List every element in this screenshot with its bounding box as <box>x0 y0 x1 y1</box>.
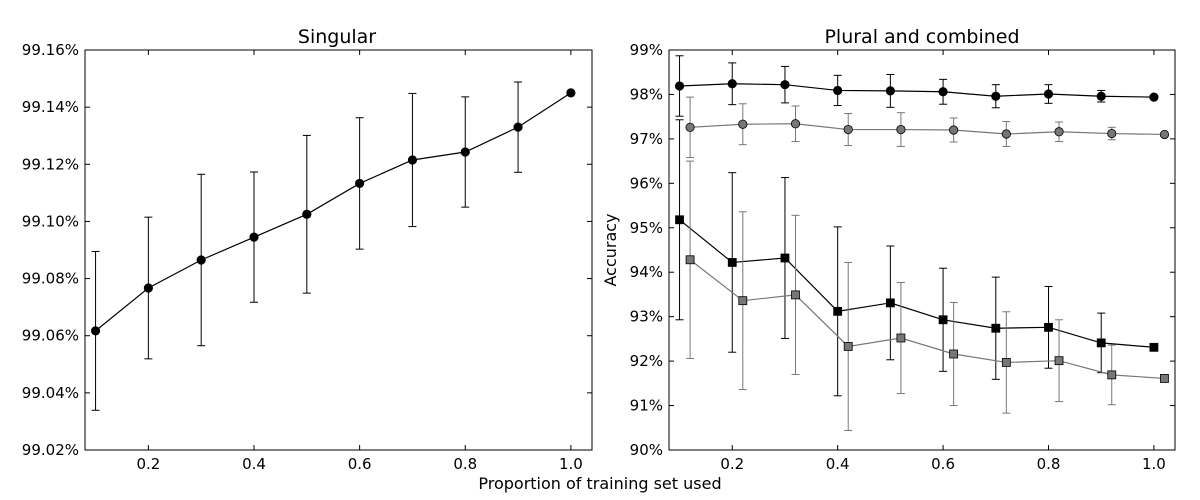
data-point <box>833 306 843 316</box>
data-point <box>460 147 470 157</box>
data-point <box>1107 128 1117 139</box>
y-tick-label: 99.10% <box>22 212 79 230</box>
y-tick-label: 99% <box>630 41 663 59</box>
data-point <box>249 232 259 242</box>
data-point <box>843 124 853 135</box>
data-point <box>949 125 959 135</box>
data-point <box>791 290 800 300</box>
x-tick-label: 0.2 <box>136 455 160 473</box>
data-point <box>843 342 853 351</box>
chart-title-plural-combined: Plural and combined <box>824 26 1019 48</box>
series-line <box>690 123 1165 136</box>
x-tick-label: 0.4 <box>826 455 850 473</box>
data-point <box>674 81 685 91</box>
y-tick-label: 93% <box>630 308 663 326</box>
series-line <box>95 92 572 332</box>
y-tick-label: 98% <box>630 85 663 103</box>
data-point <box>833 85 843 96</box>
y-tick-label: 95% <box>630 219 663 237</box>
data-point <box>1096 338 1106 348</box>
chart-title-singular: Singular <box>298 26 376 48</box>
data-point <box>790 119 801 129</box>
data-point <box>1044 322 1053 332</box>
data-point <box>938 87 948 97</box>
x-tick-label: 0.4 <box>242 455 266 473</box>
y-tick-label: 94% <box>630 263 663 281</box>
data-point <box>1043 89 1054 99</box>
series-line <box>689 259 1165 380</box>
panel-plural-combined: Plural and combined Accuracy 0.2 0.4 0.6 0.… <box>601 26 1176 473</box>
x-tick-label: 0.8 <box>453 455 477 473</box>
data-point <box>1159 129 1170 140</box>
y-tick-label: 99.02% <box>22 441 79 459</box>
panel-singular: Singular 0.2 0.4 0.6 0.8 1.0 99.02% 99.04% 99.0… <box>22 26 593 473</box>
x-tick-label: 1.0 <box>1142 455 1166 473</box>
data-point <box>1096 91 1106 101</box>
data-point <box>938 315 948 325</box>
data-point <box>566 88 576 98</box>
data-point <box>1149 342 1159 352</box>
data-point <box>1054 127 1064 137</box>
y-tick-label: 99.04% <box>22 384 79 402</box>
y-tick-label: 99.12% <box>22 155 79 173</box>
y-tick-label: 99.06% <box>22 327 79 345</box>
y-tick-label: 96% <box>630 174 663 192</box>
plot-content-plural-combined: 0.2 0.4 0.6 0.8 1.0 90% 91% 92% 93% 94% 95% 96% 97% 9… <box>630 41 1175 473</box>
data-point <box>885 86 895 96</box>
data-point <box>685 122 695 132</box>
plot-area-plural-combined <box>668 49 1176 451</box>
plot-content-singular: 0.2 0.4 0.6 0.8 1.0 99.02% 99.04% 99.06% 99.08% 9… <box>22 41 592 473</box>
data-point <box>727 258 737 267</box>
data-point <box>885 298 895 308</box>
x-tick-label: 0.6 <box>931 455 955 473</box>
x-tick-label: 0.8 <box>1037 455 1061 473</box>
data-point <box>675 215 684 225</box>
data-point <box>90 326 101 336</box>
data-point <box>727 79 737 89</box>
data-point <box>1001 129 1011 139</box>
data-point <box>1054 356 1064 366</box>
y-tick-label: 97% <box>630 130 663 148</box>
data-point <box>738 296 748 306</box>
y-axis-label: Accuracy <box>601 213 620 286</box>
data-point <box>143 283 153 293</box>
series-line <box>679 83 1154 98</box>
data-point <box>513 122 523 132</box>
data-point <box>355 178 365 189</box>
series-line <box>679 219 1154 348</box>
y-tick-label: 90% <box>630 441 663 459</box>
data-point <box>949 349 959 359</box>
y-tick-label: 91% <box>630 397 663 415</box>
y-tick-label: 92% <box>630 352 663 370</box>
data-point <box>302 209 312 219</box>
data-point <box>407 155 418 165</box>
data-point <box>780 253 790 263</box>
data-point <box>780 80 790 90</box>
data-point <box>896 124 906 135</box>
y-tick-label: 99.14% <box>22 98 79 116</box>
y-tick-label: 99.16% <box>22 41 79 59</box>
data-point <box>685 255 695 265</box>
plot-area-singular <box>84 49 593 451</box>
data-point <box>1160 374 1169 383</box>
data-point <box>991 91 1001 101</box>
x-axis-label: Proportion of training set used <box>478 474 721 493</box>
data-point <box>196 255 206 265</box>
x-tick-label: 0.2 <box>720 455 744 473</box>
data-point <box>991 323 1001 333</box>
data-point <box>1149 92 1159 102</box>
data-point <box>1001 358 1011 367</box>
data-point <box>896 333 906 343</box>
y-tick-label: 99.08% <box>22 270 79 288</box>
x-tick-label: 0.6 <box>348 455 372 473</box>
data-point <box>1107 370 1117 380</box>
data-point <box>738 119 748 129</box>
x-tick-label: 1.0 <box>559 455 583 473</box>
